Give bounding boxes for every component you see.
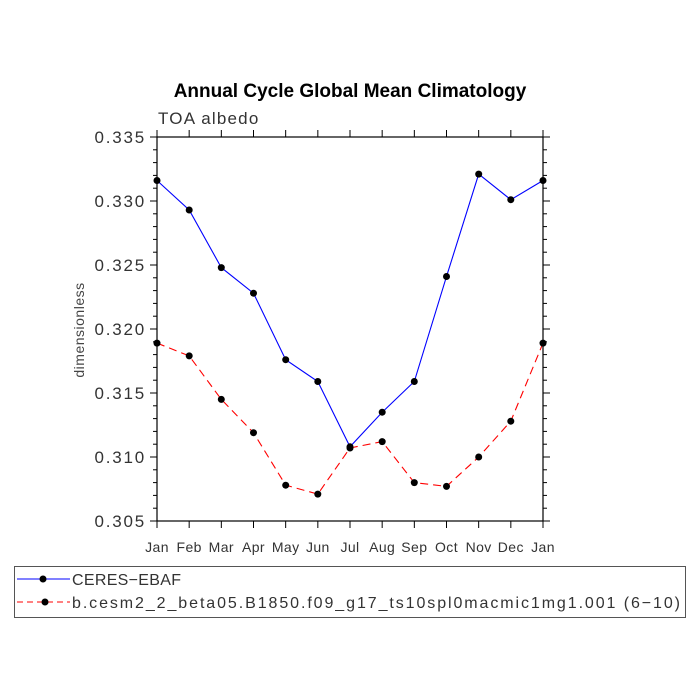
x-tick-label-12: Jan [531,539,555,555]
series-1-point-2 [217,395,225,403]
x-tick-label-8: Sep [401,539,427,555]
series-1-point-12 [539,339,547,347]
chart-title: Annual Cycle Global Mean Climatology [174,81,527,102]
x-tick-label-4: May [272,539,300,555]
series-1-point-10 [475,453,483,461]
series-0-point-11 [507,196,515,204]
series-0-point-4 [282,356,290,364]
series-0-point-1 [185,206,193,214]
y-axis-label: dimensionless [71,282,87,377]
plot-frame [156,136,544,522]
series-1-point-0 [153,339,161,347]
series-0-point-7 [378,408,386,416]
series-1-point-7 [378,438,386,446]
x-tick-label-6: Jul [340,539,359,555]
x-tick-label-2: Mar [209,539,234,555]
x-tick-label-9: Oct [435,539,458,555]
series-1-point-9 [443,482,450,490]
y-tick-label-4: 0.325 [94,256,146,275]
series-0-point-8 [410,378,418,385]
y-tick-label-5: 0.330 [94,192,146,211]
tick-labels: 0.305 0.310 0.315 0.320 0.325 0.330 0.335 Jan Fe… [94,128,554,555]
series-1-point-4 [282,481,290,489]
series-0-point-5 [314,378,322,385]
x-tick-label-0: Jan [145,539,169,555]
chart-subtitle: TOA albedo [158,109,259,128]
series-0-point-0 [153,177,161,184]
y-tick-label-3: 0.320 [94,320,146,339]
axis-ticks [150,130,550,528]
y-tick-label-1: 0.310 [94,448,146,467]
x-tick-label-10: Nov [466,539,492,555]
series-1-point-8 [410,479,418,487]
x-tick-label-5: Jun [306,539,330,555]
series-1-point-11 [507,417,515,425]
series-1-point-6 [346,444,354,452]
x-tick-label-11: Dec [498,539,524,555]
legend-marker-ceres [39,575,47,583]
x-tick-label-3: Apr [242,539,265,555]
series-1-point-3 [250,429,257,437]
legend-label-ceres: CERES−EBAF [72,572,181,589]
series-0-point-10 [475,170,483,178]
series-0-point-9 [443,273,450,280]
legend-item-ceres: CERES−EBAF [17,572,181,589]
x-tick-label-7: Aug [369,539,395,555]
series-0-point-3 [250,289,257,297]
legend-box [14,566,686,618]
legend-marker-model [41,598,49,606]
y-tick-label-2: 0.315 [94,384,146,403]
x-tick-label-1: Feb [177,539,202,555]
y-tick-label-6: 0.335 [94,128,146,147]
legend-item-model: b.cesm2_2_beta05.B1850.f09_g17_ts10spl0m… [17,595,680,612]
y-tick-label-0: 0.305 [94,512,146,531]
series-0-point-12 [539,177,547,184]
plot-series [153,170,547,498]
legend: CERES−EBAF b.cesm2_2_beta05.B1850.f09_g1… [14,566,686,618]
series-1-point-5 [314,490,322,498]
legend-label-model: b.cesm2_2_beta05.B1850.f09_g17_ts10spl0m… [72,595,680,612]
series-1-point-1 [185,352,193,360]
series-0-point-2 [217,264,225,272]
